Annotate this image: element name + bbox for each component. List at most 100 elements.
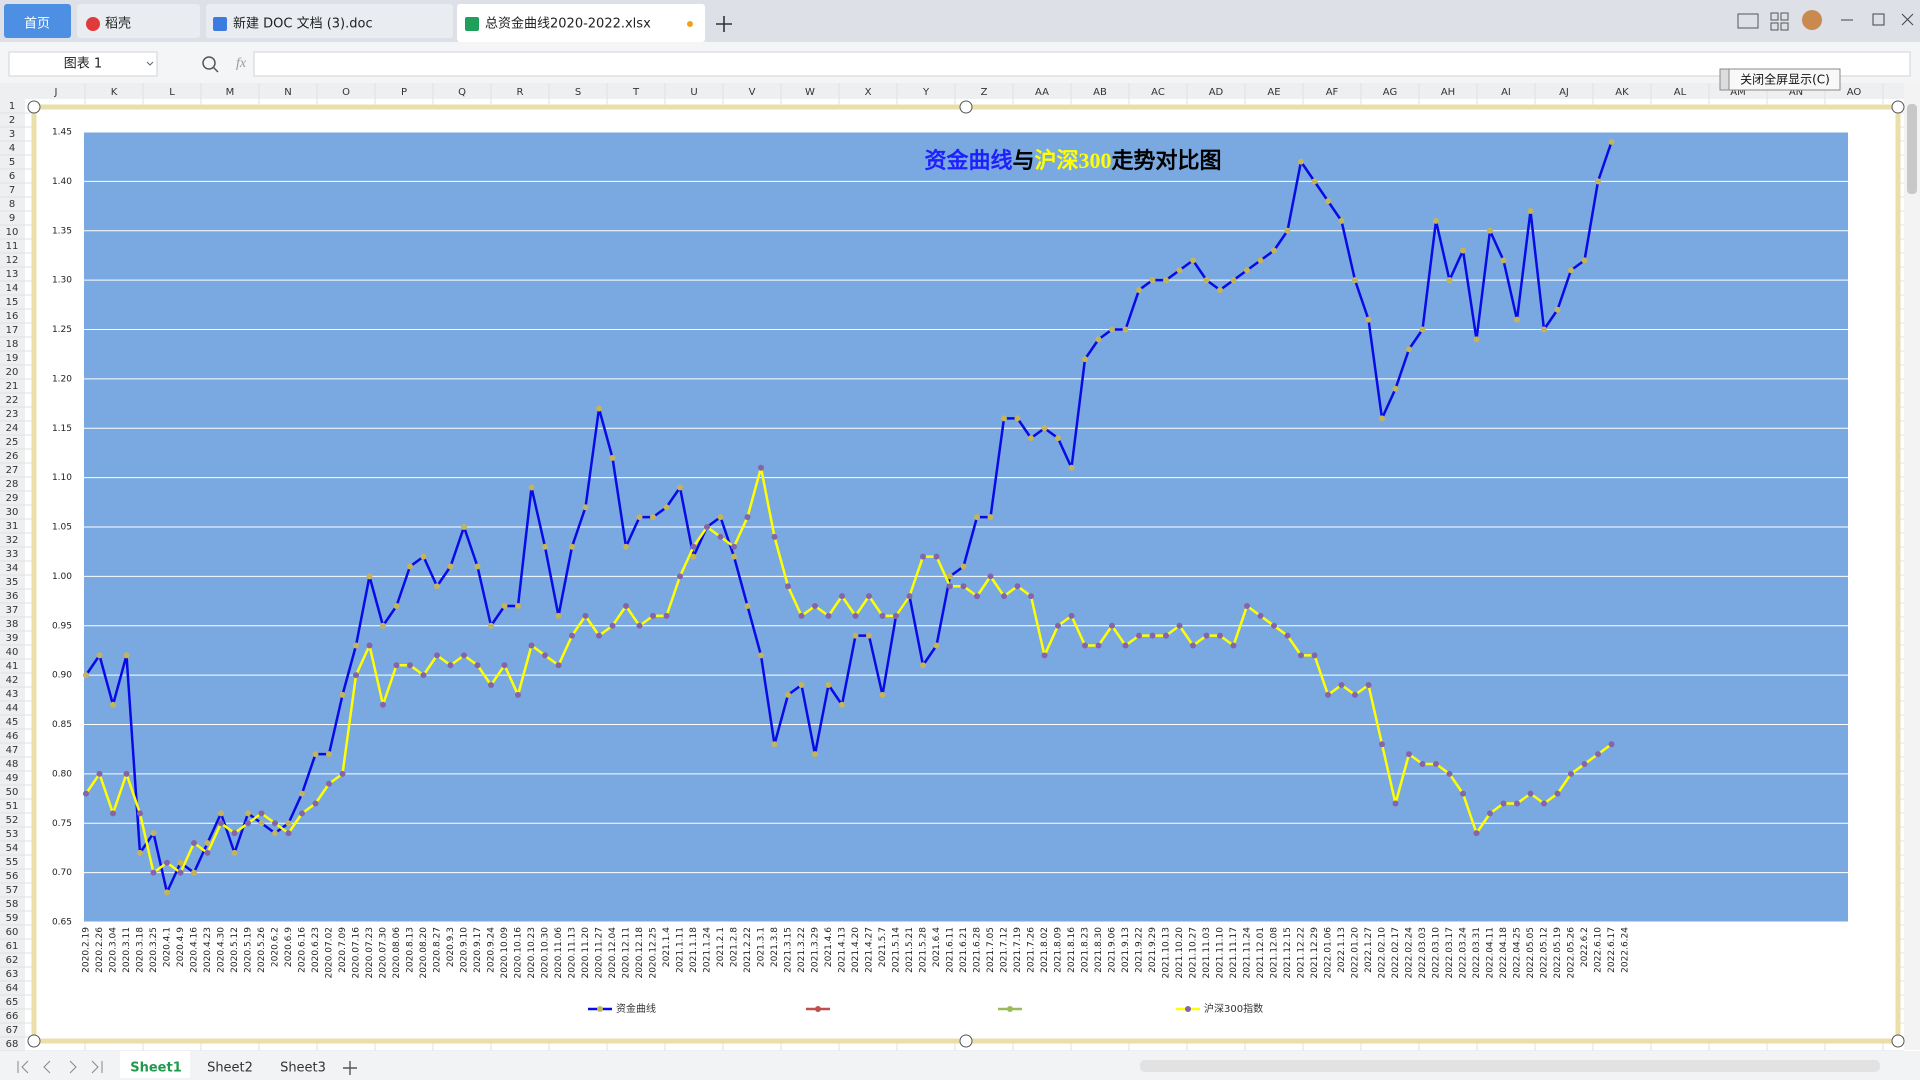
chart-title: 资金曲线与沪深300走势对比图 bbox=[924, 148, 1221, 173]
data-point bbox=[1379, 741, 1385, 748]
data-point bbox=[137, 849, 143, 856]
sheet-tab-active[interactable] bbox=[120, 1051, 190, 1078]
data-point bbox=[1217, 287, 1223, 293]
data-point bbox=[1514, 800, 1520, 807]
row-header: 16 bbox=[6, 311, 19, 322]
close[interactable] bbox=[1901, 13, 1914, 26]
data-point bbox=[933, 642, 940, 649]
apps-icon[interactable] bbox=[1780, 12, 1789, 21]
x-tick-label: 2021.2.22 bbox=[743, 927, 753, 973]
row-header: 9 bbox=[9, 213, 15, 224]
x-tick-label: 2021.4.6 bbox=[824, 927, 834, 967]
apps-icon[interactable] bbox=[1780, 22, 1789, 31]
vertical-scrollbar[interactable] bbox=[1904, 83, 1920, 1050]
data-point bbox=[866, 593, 872, 600]
handle[interactable] bbox=[959, 1034, 973, 1048]
tab-label[interactable]: 首页 bbox=[24, 17, 50, 32]
data-point bbox=[798, 682, 805, 688]
column-header-bar bbox=[0, 83, 1904, 99]
data-point bbox=[83, 790, 89, 797]
sheet-tab[interactable]: Sheet1 bbox=[130, 1061, 182, 1076]
x-tick-label: 2022.02.10 bbox=[1378, 927, 1388, 979]
x-tick-label: 2020.11.20 bbox=[581, 927, 591, 979]
data-point bbox=[191, 840, 197, 846]
horizontal-scrollbar[interactable] bbox=[1140, 1060, 1880, 1072]
data-point bbox=[1001, 415, 1007, 422]
data-point bbox=[636, 514, 643, 521]
data-point bbox=[1149, 277, 1156, 284]
data-point bbox=[1541, 326, 1547, 333]
add-sheet[interactable] bbox=[343, 1061, 357, 1075]
dropdown-arrow[interactable] bbox=[146, 61, 154, 66]
data-point bbox=[1001, 593, 1007, 600]
row-header: 45 bbox=[6, 717, 19, 728]
x-tick-label: 2020.3.25 bbox=[149, 927, 159, 973]
chart-title-part: 资金曲线 bbox=[924, 148, 1012, 173]
apps-icon[interactable] bbox=[1770, 12, 1779, 21]
formula-input[interactable] bbox=[253, 51, 1911, 77]
handle[interactable] bbox=[1891, 100, 1905, 114]
sheet-tab[interactable]: Sheet2 bbox=[207, 1061, 253, 1076]
zoom-icon[interactable] bbox=[212, 66, 219, 73]
data-point bbox=[1527, 790, 1534, 797]
fullscreen-button-label[interactable]: 关闭全屏显示(C) bbox=[1740, 72, 1830, 87]
data-point bbox=[704, 524, 710, 530]
sheet-tab[interactable]: Sheet3 bbox=[280, 1061, 326, 1076]
data-point bbox=[623, 603, 629, 609]
tab-label[interactable]: 总资金曲线2020-2022.xlsx bbox=[485, 16, 651, 32]
row-header: 65 bbox=[6, 997, 19, 1008]
data-point bbox=[1230, 642, 1237, 649]
avatar[interactable] bbox=[1802, 10, 1822, 30]
y-tick-label: 1.40 bbox=[52, 177, 72, 187]
data-point bbox=[245, 810, 251, 817]
y-tick-label: 1.20 bbox=[52, 374, 72, 384]
zoom-icon[interactable] bbox=[202, 56, 216, 70]
data-point bbox=[461, 524, 467, 530]
x-tick-label: 2021.10.27 bbox=[1189, 927, 1199, 979]
data-point bbox=[1271, 622, 1277, 629]
data-point bbox=[825, 682, 832, 688]
handle[interactable] bbox=[959, 100, 973, 114]
data-point bbox=[879, 691, 886, 698]
button-grip bbox=[1719, 68, 1730, 91]
data-point bbox=[663, 504, 670, 511]
x-tick-label: 2022.03.03 bbox=[1418, 927, 1428, 979]
tab[interactable] bbox=[206, 4, 453, 38]
data-point bbox=[1446, 770, 1453, 777]
name-box-text[interactable]: 图表 1 bbox=[64, 57, 102, 72]
tab-label[interactable]: 新建 DOC 文档 (3).doc bbox=[233, 16, 373, 32]
x-tick-label: 2020.10.09 bbox=[500, 927, 510, 979]
tab[interactable] bbox=[77, 4, 200, 38]
name-box[interactable] bbox=[8, 51, 158, 77]
x-tick-label: 2020.4.23 bbox=[203, 927, 213, 973]
data-point bbox=[434, 652, 440, 659]
column-header: S bbox=[575, 87, 581, 98]
x-tick-label: 2020.6.2 bbox=[271, 927, 281, 967]
column-header: AB bbox=[1093, 87, 1107, 98]
row-header: 63 bbox=[6, 969, 19, 980]
data-point bbox=[569, 543, 575, 550]
data-point bbox=[1446, 277, 1453, 284]
data-point bbox=[1095, 642, 1102, 649]
new-tab[interactable] bbox=[716, 16, 732, 32]
handle[interactable] bbox=[1891, 1034, 1905, 1048]
handle[interactable] bbox=[27, 1034, 41, 1048]
fx-label[interactable]: fx bbox=[236, 56, 247, 71]
scroll-thumb[interactable] bbox=[1907, 104, 1917, 194]
tab-label[interactable]: 稻壳 bbox=[105, 17, 131, 32]
row-header: 33 bbox=[6, 549, 19, 560]
row-header: 2 bbox=[9, 115, 15, 126]
maximize[interactable] bbox=[1872, 13, 1885, 26]
tab-active[interactable] bbox=[457, 4, 705, 42]
handle[interactable] bbox=[27, 100, 41, 114]
sheet-nav[interactable] bbox=[17, 1060, 103, 1074]
data-point bbox=[1473, 830, 1480, 837]
tab-home[interactable] bbox=[4, 4, 71, 38]
layout-icon[interactable] bbox=[1737, 13, 1759, 29]
x-tick-label: 2020.6.23 bbox=[311, 927, 321, 973]
data-point bbox=[339, 770, 346, 777]
legend-swatch bbox=[1185, 1006, 1191, 1012]
x-tick-label: 2021.9.29 bbox=[1148, 927, 1158, 973]
apps-icon[interactable] bbox=[1770, 22, 1779, 31]
